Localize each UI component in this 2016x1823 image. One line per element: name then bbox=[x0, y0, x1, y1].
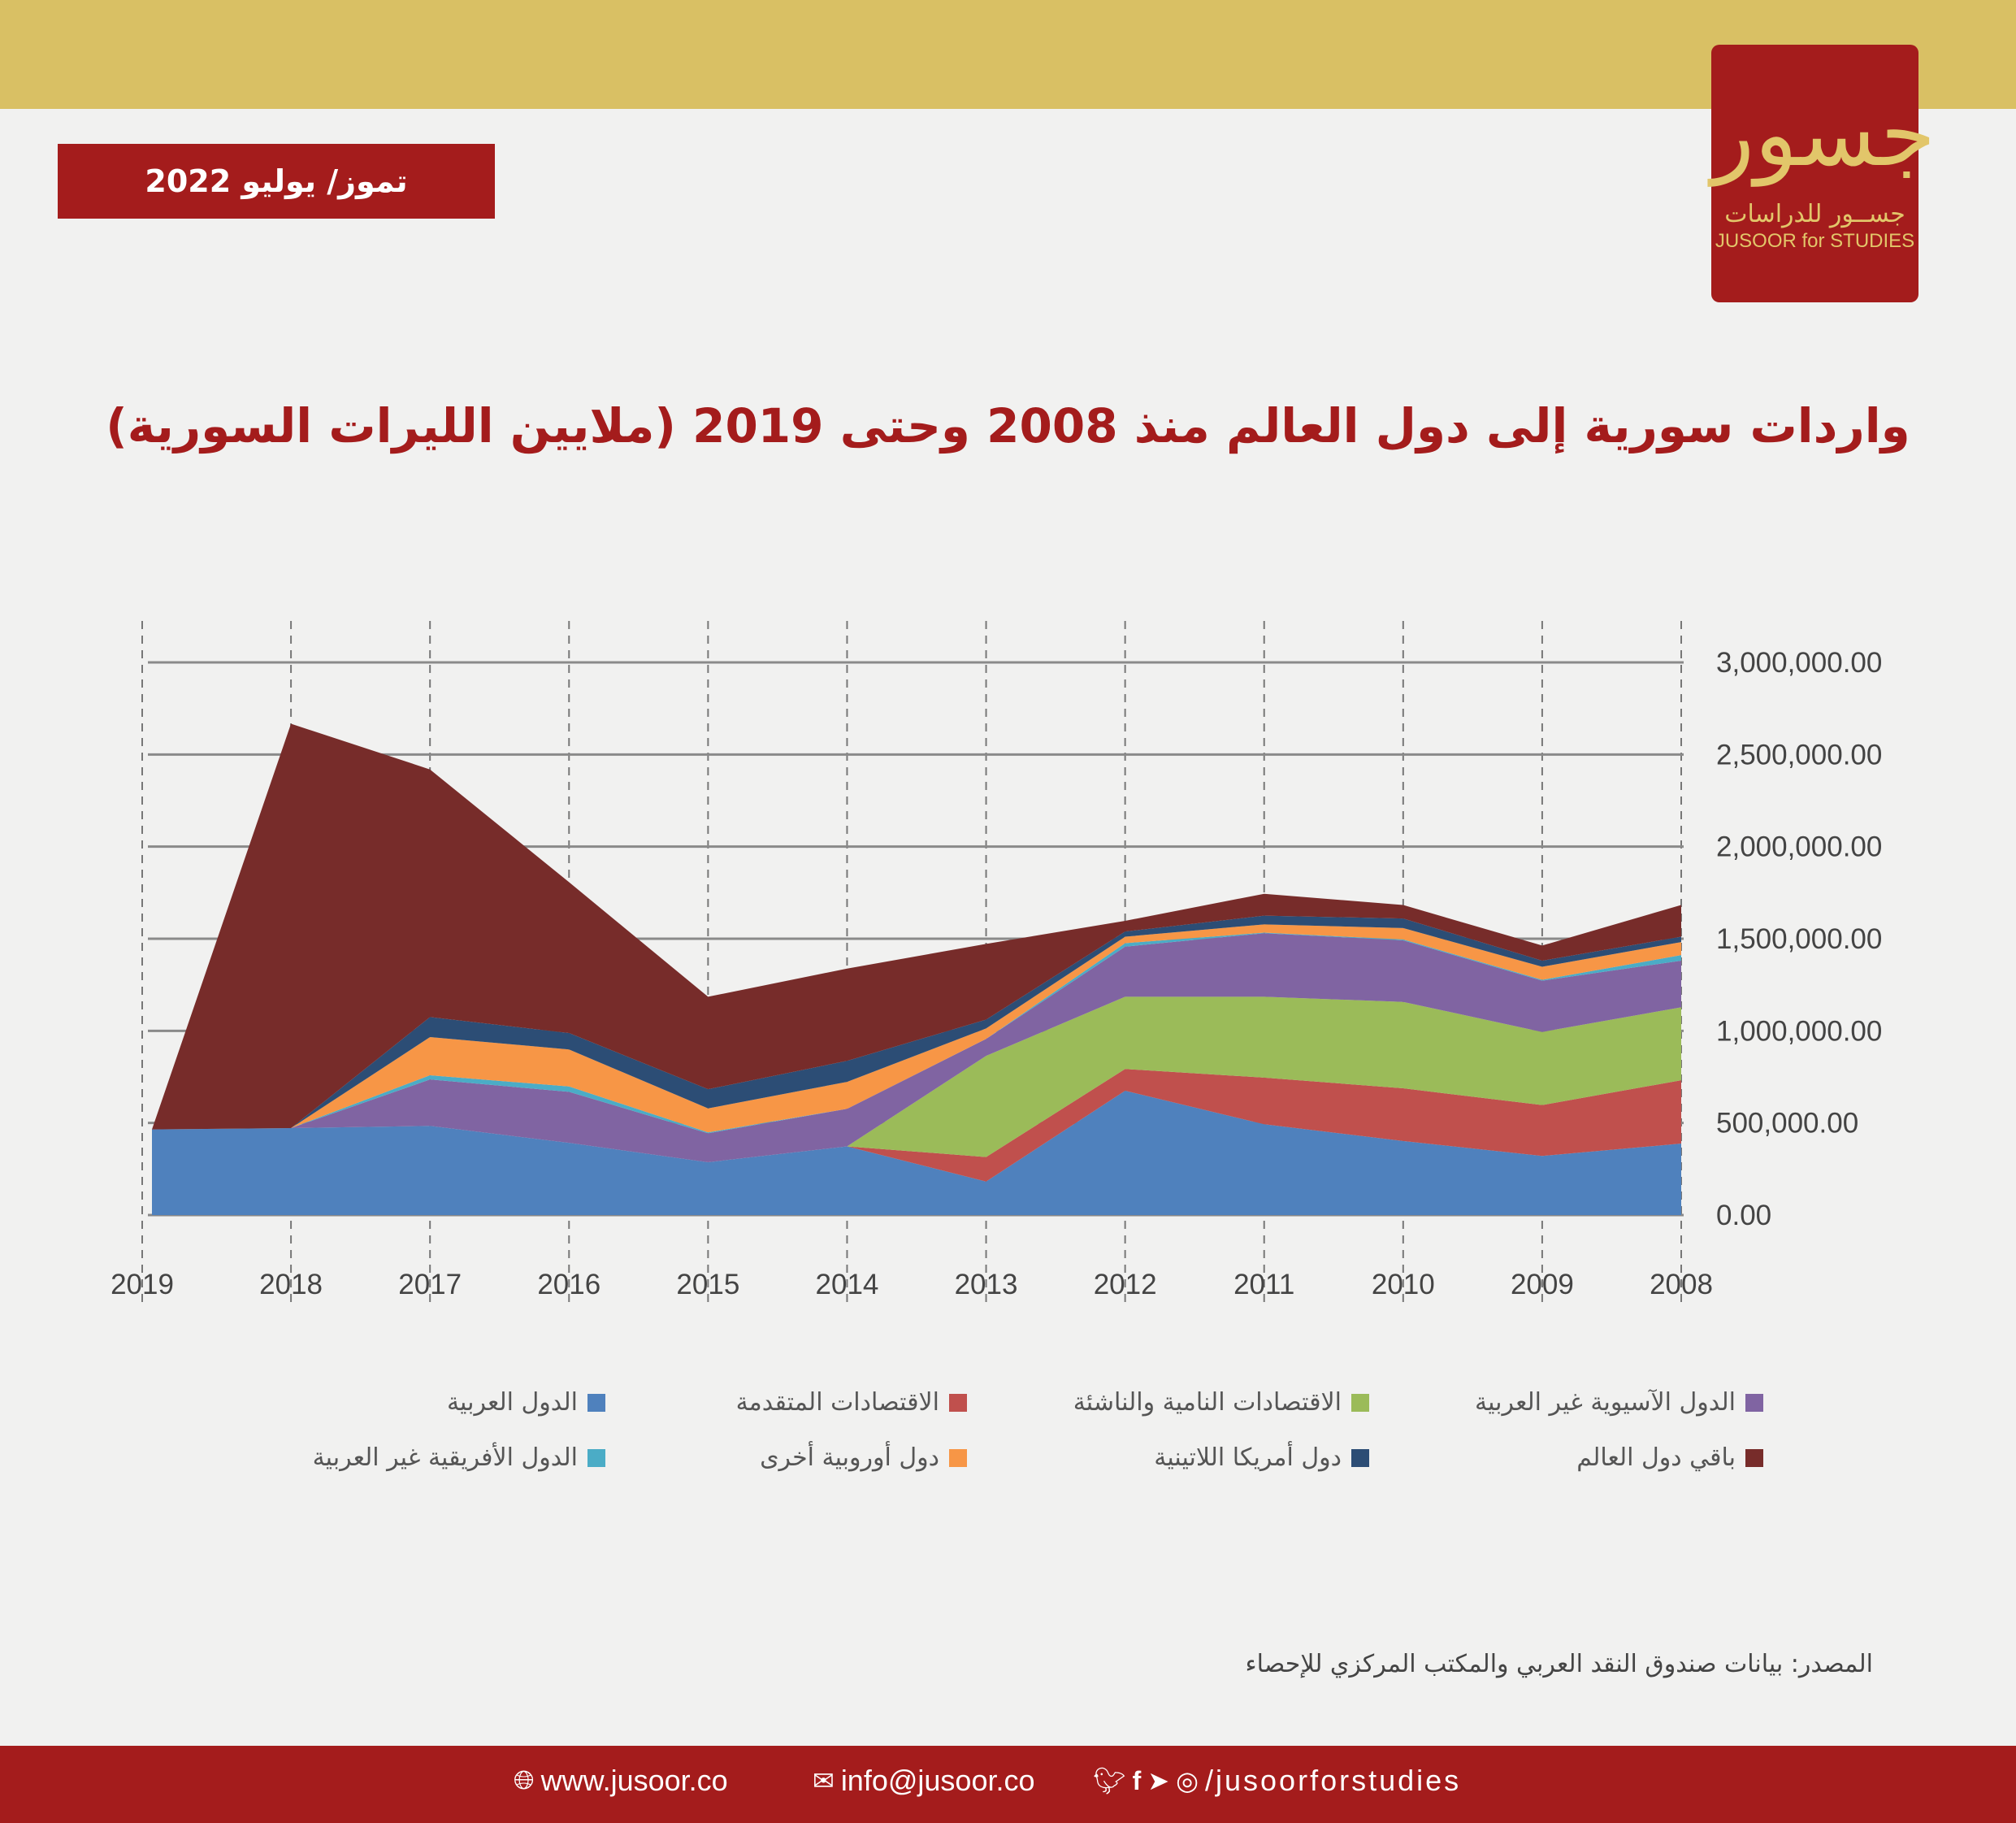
legend-item: دول أوروبية أخرى bbox=[760, 1443, 967, 1472]
stacked-area-chart: 0.00 500,000.00 1,000,000.00 1,500,000.00 2,… bbox=[111, 621, 1882, 1305]
legend-swatch bbox=[1745, 1448, 1763, 1467]
email-text: info@jusoor.co bbox=[840, 1764, 1035, 1797]
telegram-icon[interactable]: ➤ bbox=[1147, 1766, 1170, 1795]
y-tick-label: 0.00 bbox=[1716, 1200, 1771, 1231]
globe-icon: 🌐︎ bbox=[514, 1765, 535, 1795]
x-tick-label: 2016 bbox=[537, 1269, 600, 1300]
legend-swatch bbox=[1351, 1393, 1369, 1412]
logo-mark: جسور bbox=[1711, 82, 1936, 186]
email-link[interactable]: ✉ info@jusoor.co bbox=[813, 1764, 1035, 1798]
legend-label: الاقتصادات النامية والناشئة bbox=[1073, 1388, 1342, 1417]
legend-swatch bbox=[587, 1448, 605, 1467]
envelope-icon: ✉ bbox=[813, 1766, 835, 1795]
chart-title: واردات سورية إلى دول العالم منذ 2008 وحت… bbox=[106, 398, 1910, 454]
x-tick-label: 2011 bbox=[1233, 1269, 1294, 1300]
legend-label: الاقتصادات المتقدمة bbox=[735, 1388, 939, 1417]
area-series-2 bbox=[152, 1069, 1681, 1182]
y-tick-label: 2,000,000.00 bbox=[1716, 831, 1882, 863]
area-series-4 bbox=[152, 933, 1681, 1162]
legend-item: الدول العربية bbox=[447, 1388, 605, 1417]
social-links[interactable]: 🐦︎ f ➤ ◎/jusoorforstudies bbox=[1093, 1764, 1461, 1798]
x-tick-label: 2010 bbox=[1372, 1269, 1435, 1300]
instagram-icon[interactable]: ◎ bbox=[1176, 1766, 1199, 1795]
legend-label: دول أمريكا اللاتينية bbox=[1154, 1443, 1342, 1472]
x-tick-label: 2013 bbox=[955, 1269, 1018, 1300]
x-tick-label: 2018 bbox=[259, 1269, 323, 1300]
legend-item: الاقتصادات المتقدمة bbox=[736, 1388, 967, 1417]
area-series-7 bbox=[152, 915, 1681, 1130]
website-link[interactable]: 🌐︎ www.jusoor.co bbox=[514, 1764, 728, 1798]
y-tick-label: 2,500,000.00 bbox=[1716, 739, 1882, 770]
x-tick-label: 2008 bbox=[1650, 1269, 1713, 1300]
jusoor-logo: جسور جســور للدراسات JUSOOR for STUDIES bbox=[1711, 45, 1936, 302]
legend-swatch bbox=[1745, 1393, 1763, 1412]
area-series-8 bbox=[152, 723, 1681, 1130]
x-tick-label: 2014 bbox=[816, 1269, 879, 1300]
date-badge: تموز/ يوليو 2022 bbox=[58, 144, 495, 219]
legend-item: الدول الأفريقية غير العربية bbox=[313, 1443, 605, 1472]
x-tick-label: 2009 bbox=[1511, 1269, 1574, 1300]
social-handle: /jusoorforstudies bbox=[1205, 1764, 1462, 1797]
y-tick-label: 1,500,000.00 bbox=[1716, 923, 1882, 955]
logo-arabic: جســور للدراسات bbox=[1724, 200, 1905, 228]
footer: 🌐︎ www.jusoor.co ✉ info@jusoor.co 🐦︎ f ➤ ◎/ju… bbox=[0, 1746, 2016, 1823]
logo-english: JUSOOR for STUDIES bbox=[1715, 230, 1915, 252]
legend-item: باقي دول العالم bbox=[1576, 1443, 1763, 1472]
x-tick-label: 2019 bbox=[111, 1269, 174, 1300]
facebook-icon[interactable]: f bbox=[1132, 1765, 1142, 1795]
legend-swatch bbox=[587, 1393, 605, 1412]
legend-item: الدول الآسيوية غير العربية bbox=[1475, 1388, 1763, 1417]
area-series-3 bbox=[152, 996, 1681, 1162]
legend-label: الدول الآسيوية غير العربية bbox=[1475, 1388, 1736, 1417]
x-tick-label: 2017 bbox=[398, 1269, 462, 1300]
twitter-icon[interactable]: 🐦︎ bbox=[1093, 1766, 1126, 1795]
legend-label: الدول العربية bbox=[446, 1388, 578, 1417]
y-tick-label: 3,000,000.00 bbox=[1716, 647, 1882, 679]
legend-swatch bbox=[1351, 1448, 1369, 1467]
area-series-1 bbox=[152, 1091, 1681, 1215]
x-tick-label: 2015 bbox=[676, 1269, 739, 1300]
y-tick-label: 1,000,000.00 bbox=[1716, 1015, 1882, 1047]
source-note: المصدر: بيانات صندوق النقد العربي والمكت… bbox=[1245, 1650, 1873, 1678]
y-tick-label: 500,000.00 bbox=[1716, 1108, 1858, 1139]
legend-label: الدول الأفريقية غير العربية bbox=[312, 1443, 578, 1472]
legend: الدول الآسيوية غير العربية الاقتصادات الن… bbox=[0, 1382, 2016, 1495]
legend-swatch bbox=[949, 1448, 967, 1467]
legend-item: دول أمريكا اللاتينية bbox=[1154, 1443, 1369, 1472]
top-banner bbox=[0, 0, 2016, 109]
legend-label: دول أوروبية أخرى bbox=[760, 1443, 939, 1472]
legend-item: الاقتصادات النامية والناشئة bbox=[1073, 1388, 1369, 1417]
area-series-6 bbox=[152, 924, 1681, 1133]
legend-label: باقي دول العالم bbox=[1576, 1443, 1736, 1472]
website-text: www.jusoor.co bbox=[540, 1764, 728, 1797]
legend-swatch bbox=[949, 1393, 967, 1412]
x-tick-label: 2012 bbox=[1094, 1269, 1157, 1300]
